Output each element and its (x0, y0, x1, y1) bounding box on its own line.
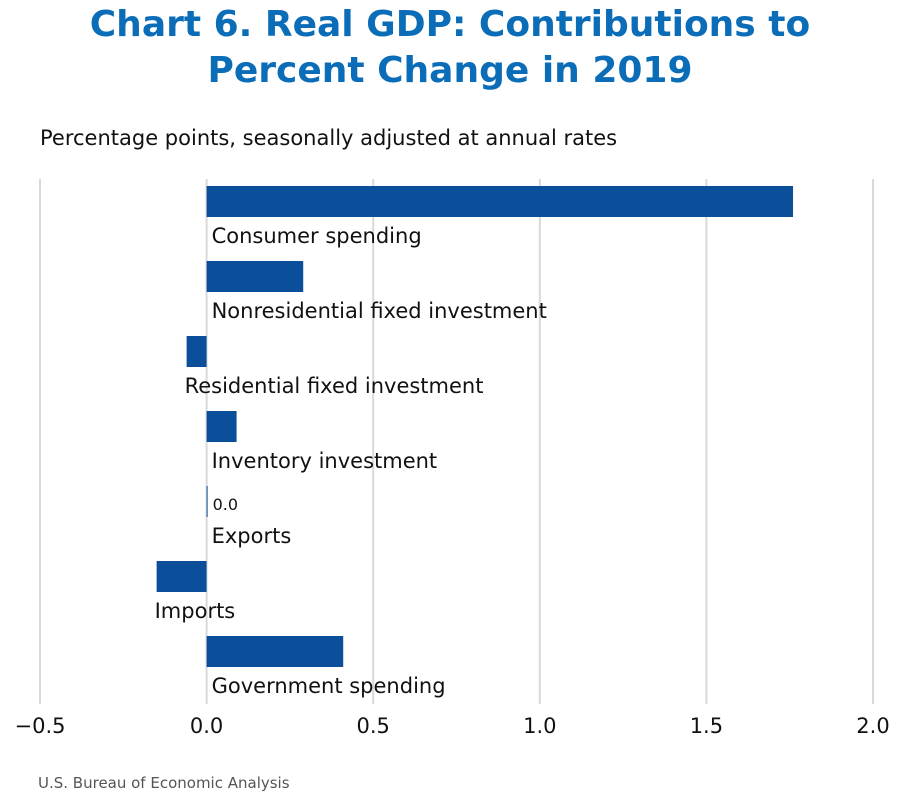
data-label: 0.0 (213, 495, 238, 514)
gridlines (39, 179, 874, 704)
bars (156, 186, 794, 667)
category-label: Residential fixed investment (185, 374, 484, 398)
bar-nonresidential-fixed-investment (206, 261, 304, 292)
x-tick-label: 2.0 (856, 714, 889, 738)
source-note: U.S. Bureau of Economic Analysis (38, 774, 290, 792)
bar-government-spending (206, 636, 344, 667)
bar-residential-fixed-investment (186, 336, 207, 367)
bar-imports (156, 561, 207, 592)
category-labels: Consumer spending Nonresidential fixed in… (155, 224, 547, 698)
x-tick-label: 1.5 (690, 714, 723, 738)
x-tick-label: 1.0 (523, 714, 556, 738)
x-tick-label: −0.5 (15, 714, 66, 738)
x-tick-label: 0.5 (356, 714, 389, 738)
category-label: Government spending (212, 674, 446, 698)
bar-consumer-spending (206, 186, 794, 217)
chart-title-line-2: Percent Change in 2019 (207, 50, 693, 91)
bar-inventory-investment (206, 411, 237, 442)
category-label: Exports (212, 524, 292, 548)
category-label: Imports (155, 599, 236, 623)
chart-title: Chart 6. Real GDP: Contributions to Perc… (0, 2, 900, 94)
category-label: Nonresidential fixed investment (212, 299, 547, 323)
x-tick-label: 0.0 (190, 714, 223, 738)
category-label: Consumer spending (212, 224, 422, 248)
chart-subtitle: Percentage points, seasonally adjusted a… (40, 126, 618, 150)
chart-title-line-1: Chart 6. Real GDP: Contributions to (89, 4, 811, 45)
category-label: Inventory investment (212, 449, 438, 473)
x-axis-ticks: −0.5 0.0 0.5 1.0 1.5 2.0 (15, 714, 890, 738)
bar-exports (206, 486, 208, 517)
